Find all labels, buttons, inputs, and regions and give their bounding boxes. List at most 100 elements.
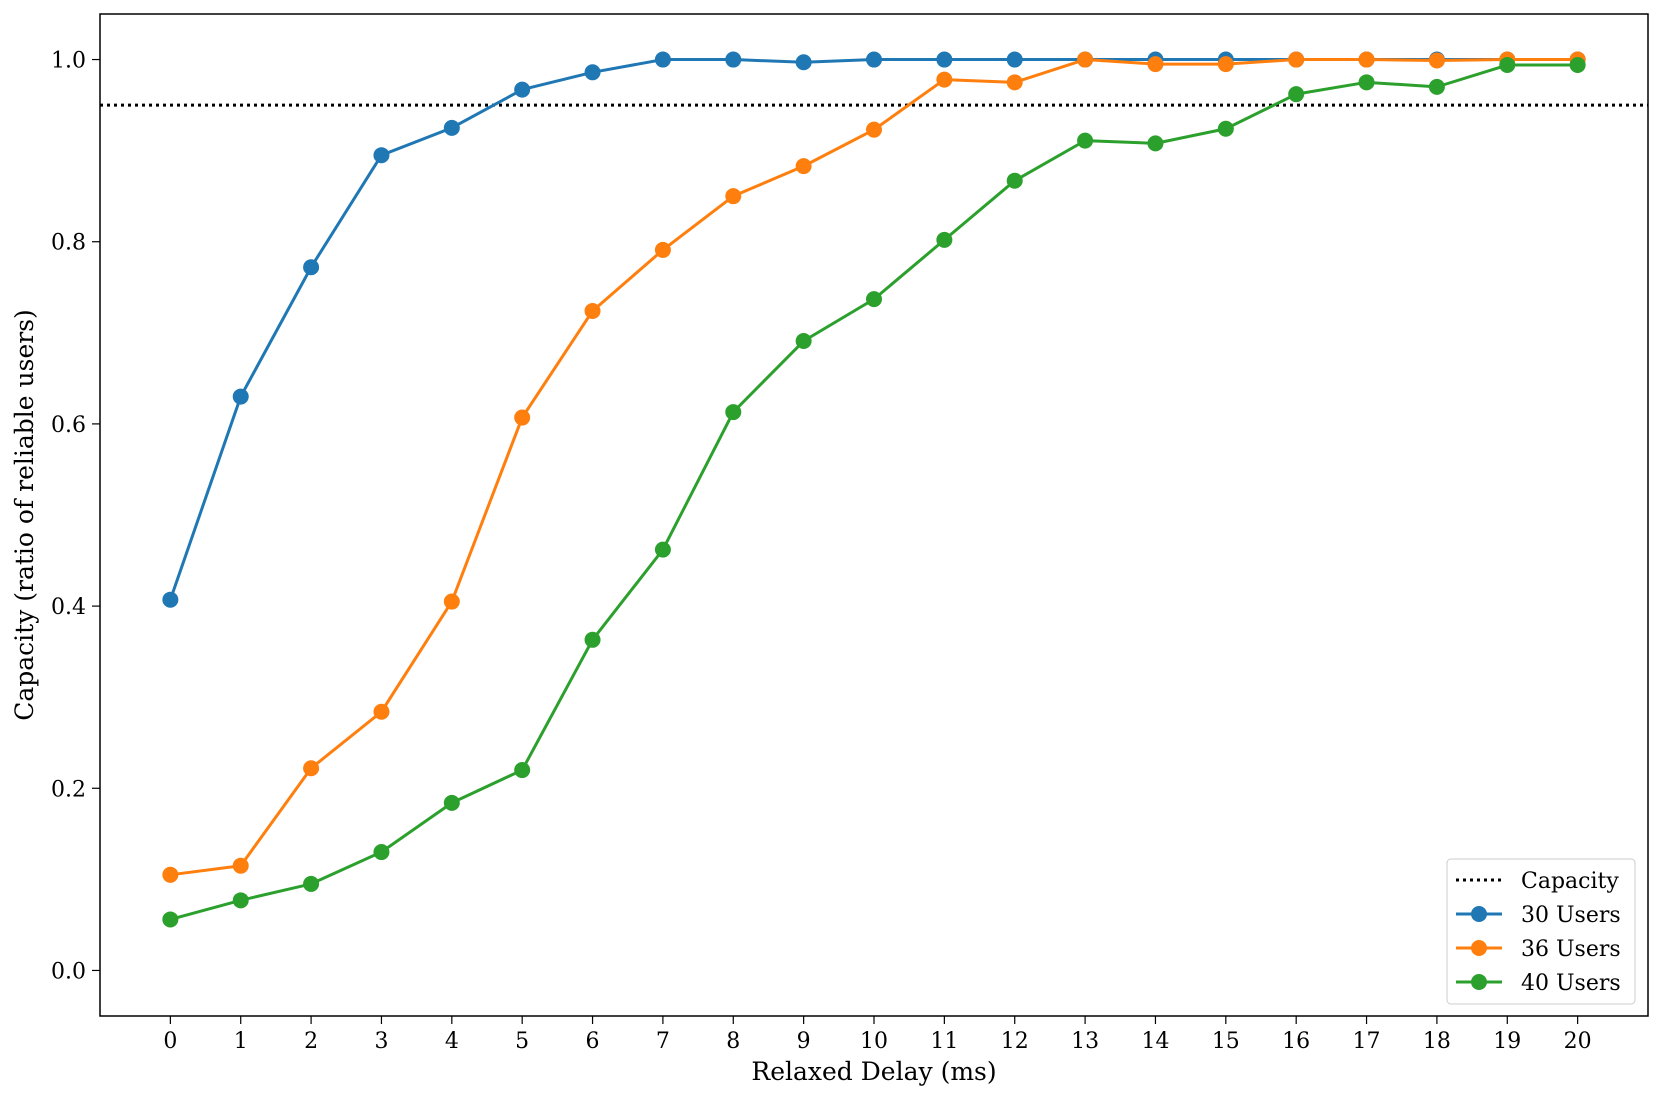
data-point xyxy=(725,404,742,421)
data-point xyxy=(443,593,460,610)
legend: Capacity 30 Users 36 Users 40 Users xyxy=(1446,858,1636,1005)
legend-series-swatch-marker xyxy=(1471,940,1487,956)
data-point xyxy=(1358,51,1375,68)
x-tick-label: 16 xyxy=(1282,1029,1310,1054)
x-tick-label: 14 xyxy=(1141,1029,1169,1054)
x-tick-label: 3 xyxy=(374,1029,388,1054)
x-tick-label: 7 xyxy=(656,1029,670,1054)
x-tick-label: 15 xyxy=(1212,1029,1240,1054)
data-point xyxy=(936,71,953,88)
data-point xyxy=(232,857,249,874)
y-tick-label: 0.8 xyxy=(51,231,86,256)
series-line xyxy=(168,58,1578,601)
x-tick-label: 18 xyxy=(1423,1029,1451,1054)
series-line xyxy=(169,63,1578,921)
x-axis-ticks: 0 1 2 3 4 5 6 7 8 9 10 11 12 13 14 15 16 17 18 19 20 xyxy=(163,1016,1592,1054)
y-tick-label: 0.0 xyxy=(51,959,86,984)
data-point xyxy=(373,703,390,720)
y-axis-ticks: 0.0 0.2 0.4 0.6 0.8 1.0 xyxy=(51,49,100,984)
data-point xyxy=(232,388,249,405)
data-point xyxy=(1288,51,1305,68)
series-3 xyxy=(162,57,1586,928)
series-line xyxy=(170,58,1578,877)
data-point xyxy=(514,409,531,426)
x-tick-label: 1 xyxy=(234,1029,248,1054)
legend-series-label: 30 Users xyxy=(1521,903,1621,928)
data-point xyxy=(1147,56,1164,73)
data-point xyxy=(514,762,531,779)
legend-series-swatch-marker xyxy=(1471,974,1487,990)
data-point xyxy=(1077,51,1094,68)
x-tick-label: 20 xyxy=(1564,1029,1592,1054)
data-point xyxy=(373,147,390,164)
data-point xyxy=(162,911,179,928)
data-point xyxy=(162,866,179,883)
plot-area-frame xyxy=(99,13,1649,1017)
data-point xyxy=(303,259,320,276)
data-point xyxy=(1006,172,1023,189)
data-point xyxy=(303,760,320,777)
data-point xyxy=(1006,51,1023,68)
data-point xyxy=(795,158,812,175)
x-tick-label: 5 xyxy=(515,1029,529,1054)
data-point xyxy=(936,231,953,248)
x-tick-label: 17 xyxy=(1353,1029,1381,1054)
data-point xyxy=(1428,78,1445,95)
data-point xyxy=(1569,57,1586,74)
x-tick-label: 0 xyxy=(163,1029,177,1054)
data-point xyxy=(795,333,812,350)
data-point xyxy=(584,64,601,81)
data-point xyxy=(654,241,671,258)
y-tick-label: 0.6 xyxy=(51,413,86,438)
data-point xyxy=(1428,52,1445,69)
data-point xyxy=(866,121,882,138)
y-tick-label: 0.2 xyxy=(51,777,86,802)
data-point xyxy=(303,875,320,892)
y-axis-label: Capacity (ratio of reliable users) xyxy=(10,309,39,721)
legend-capacity-label: Capacity xyxy=(1521,869,1619,894)
data-point xyxy=(1147,135,1164,152)
y-tick-label: 0.4 xyxy=(51,595,86,620)
data-point xyxy=(1006,74,1023,91)
data-point xyxy=(584,631,601,648)
x-tick-label: 6 xyxy=(586,1029,600,1054)
legend-series-label: 36 Users xyxy=(1521,937,1621,962)
data-point xyxy=(1077,132,1094,149)
data-point xyxy=(866,291,882,308)
series-layer xyxy=(162,51,1586,928)
data-point xyxy=(514,81,531,98)
x-tick-label: 2 xyxy=(304,1029,318,1054)
data-point xyxy=(443,794,460,811)
data-point xyxy=(1288,86,1305,103)
x-tick-label: 19 xyxy=(1493,1029,1521,1054)
x-tick-label: 11 xyxy=(930,1029,958,1054)
x-axis-label: Relaxed Delay (ms) xyxy=(751,1057,996,1086)
y-tick-label: 1.0 xyxy=(51,49,86,74)
x-tick-label: 10 xyxy=(860,1029,888,1054)
x-tick-label: 9 xyxy=(797,1029,811,1054)
data-point xyxy=(584,302,601,319)
data-point xyxy=(795,54,812,71)
data-point xyxy=(1217,56,1234,73)
legend-series-swatch-marker xyxy=(1471,906,1487,922)
legend-series-label: 40 Users xyxy=(1521,971,1621,996)
data-point xyxy=(162,591,179,608)
data-point xyxy=(725,51,742,68)
x-tick-label: 12 xyxy=(1001,1029,1029,1054)
data-point xyxy=(443,119,460,136)
data-point xyxy=(654,51,671,68)
x-tick-label: 13 xyxy=(1071,1029,1099,1054)
x-tick-label: 8 xyxy=(726,1029,740,1054)
data-point xyxy=(1499,57,1516,74)
data-point xyxy=(654,541,671,558)
data-point xyxy=(232,892,249,909)
data-point xyxy=(1217,120,1234,137)
data-point xyxy=(1358,74,1375,91)
series-2 xyxy=(162,51,1586,883)
legend-box xyxy=(1446,858,1636,1005)
data-point xyxy=(866,51,882,68)
data-point xyxy=(373,844,390,861)
data-point xyxy=(725,188,742,205)
data-point xyxy=(936,51,953,68)
